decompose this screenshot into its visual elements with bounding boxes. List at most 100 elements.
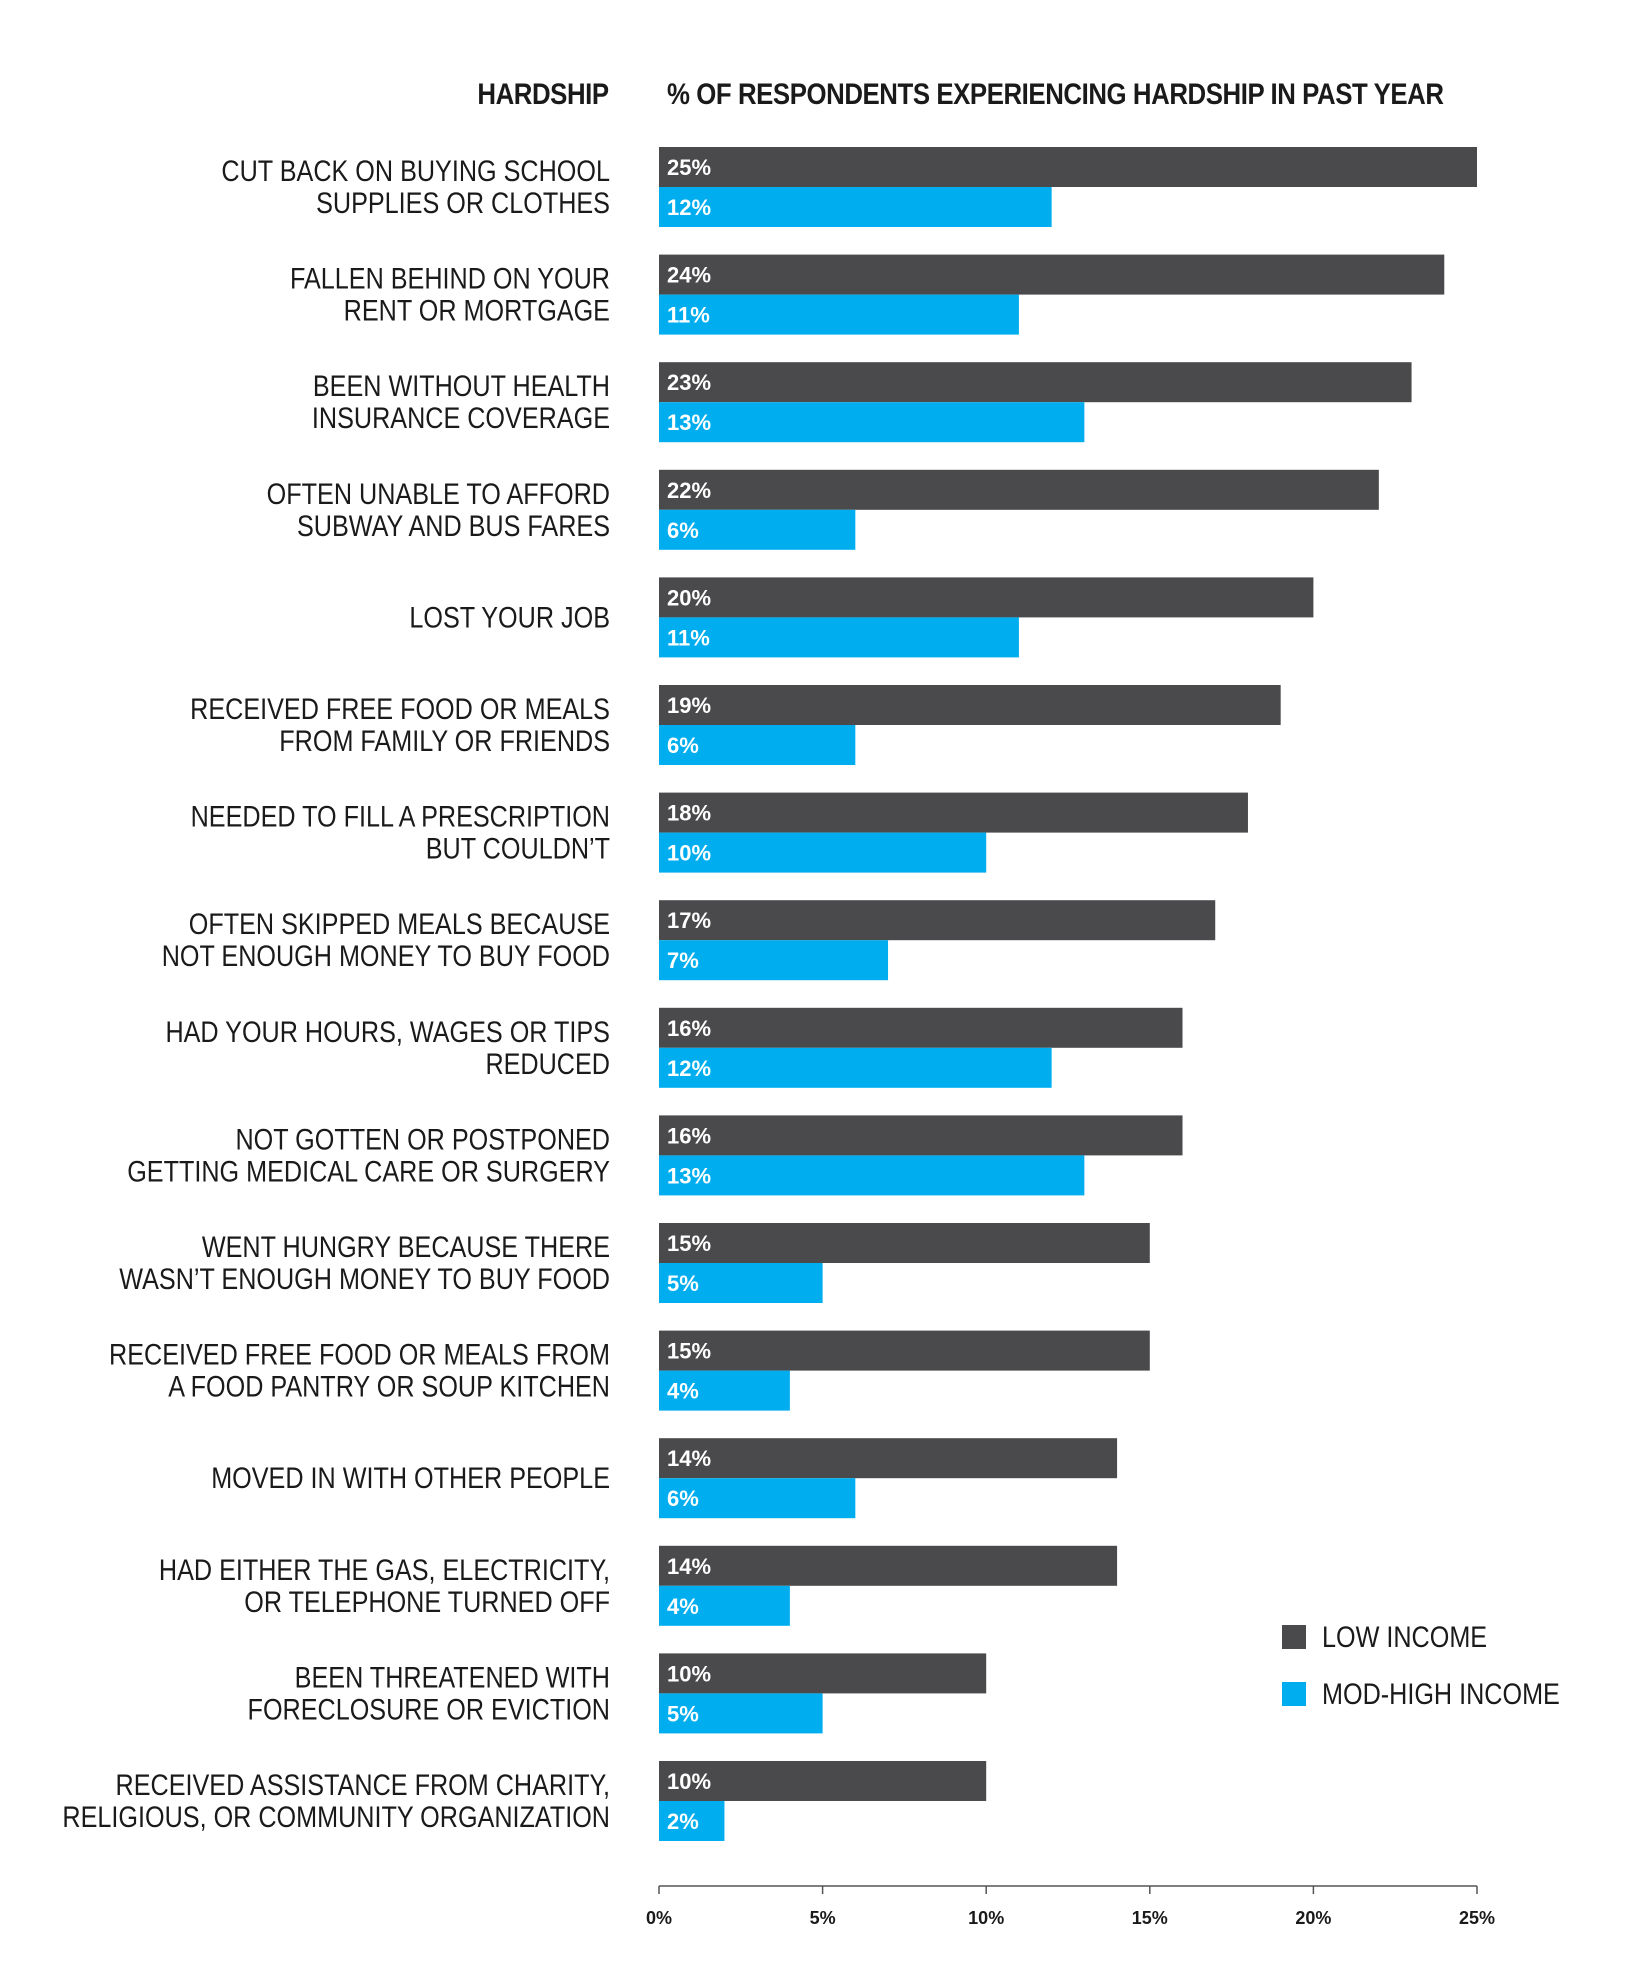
bar-low-income bbox=[659, 1007, 1183, 1048]
bar-mod-high-income bbox=[659, 1263, 823, 1303]
category-label: HAD YOUR HOURS, WAGES OR TIPS bbox=[165, 1015, 610, 1049]
bar-value-label: 10% bbox=[667, 1769, 711, 1794]
bar-low-income bbox=[659, 1438, 1118, 1479]
bar-low-income bbox=[659, 362, 1412, 403]
legend-label-mod-high-income: MOD-HIGH INCOME bbox=[1322, 1677, 1560, 1711]
bar-low-income bbox=[659, 1115, 1183, 1156]
bar-mod-high-income bbox=[659, 617, 1019, 658]
category-label: FROM FAMILY OR FRIENDS bbox=[279, 724, 610, 758]
bar-low-income bbox=[659, 1223, 1150, 1263]
bar-value-label: 2% bbox=[667, 1809, 699, 1834]
category-label: RENT OR MORTGAGE bbox=[344, 294, 610, 328]
category-label: BEEN THREATENED WITH bbox=[295, 1660, 610, 1694]
category-label: BEEN WITHOUT HEALTH bbox=[313, 369, 610, 403]
bar-value-label: 10% bbox=[667, 841, 711, 866]
category-label: CUT BACK ON BUYING SCHOOL bbox=[221, 154, 610, 188]
bar-value-label: 13% bbox=[667, 1163, 711, 1188]
bar-value-label: 23% bbox=[667, 370, 711, 395]
bar-mod-high-income bbox=[659, 725, 856, 765]
bar-mod-high-income bbox=[659, 940, 889, 981]
bar-mod-high-income bbox=[659, 294, 1019, 335]
category-label: NEEDED TO FILL A PRESCRIPTION bbox=[191, 800, 610, 834]
bar-value-label: 6% bbox=[667, 733, 699, 758]
bar-value-label: 5% bbox=[667, 1271, 699, 1296]
chart-title: % OF RESPONDENTS EXPERIENCING HARDSHIP I… bbox=[667, 78, 1444, 111]
bar-value-label: 16% bbox=[667, 1123, 711, 1148]
bar-low-income bbox=[659, 685, 1281, 725]
bar-value-label: 17% bbox=[667, 908, 711, 933]
hardship-column-header: HARDSHIP bbox=[477, 78, 610, 111]
bar-value-label: 11% bbox=[667, 625, 710, 650]
bar-low-income bbox=[659, 1545, 1118, 1586]
legend-swatch-low-income bbox=[1282, 1625, 1306, 1649]
bar-value-label: 13% bbox=[667, 410, 711, 435]
bar-mod-high-income bbox=[659, 1155, 1085, 1196]
category-label: NOT ENOUGH MONEY TO BUY FOOD bbox=[162, 939, 610, 973]
category-label: REDUCED bbox=[485, 1047, 610, 1081]
x-axis-tick-label: 20% bbox=[1295, 1908, 1331, 1928]
bar-value-label: 20% bbox=[667, 585, 711, 610]
category-label: WENT HUNGRY BECAUSE THERE bbox=[202, 1230, 610, 1264]
legend-label-low-income: LOW INCOME bbox=[1322, 1620, 1487, 1654]
x-axis-tick-label: 25% bbox=[1459, 1908, 1495, 1928]
category-label: RECEIVED ASSISTANCE FROM CHARITY, bbox=[116, 1768, 610, 1802]
bar-mod-high-income bbox=[659, 1585, 790, 1626]
bar-value-label: 4% bbox=[667, 1379, 699, 1404]
bar-mod-high-income bbox=[659, 1693, 823, 1734]
category-label: FALLEN BEHIND ON YOUR bbox=[290, 262, 610, 296]
x-axis-tick-label: 5% bbox=[810, 1908, 836, 1928]
bar-mod-high-income bbox=[659, 1047, 1052, 1088]
category-label: LOST YOUR JOB bbox=[409, 600, 610, 634]
bar-low-income bbox=[659, 1761, 987, 1801]
bar-mod-high-income bbox=[659, 187, 1052, 227]
bar-low-income bbox=[659, 577, 1314, 618]
bar-mod-high-income bbox=[659, 1370, 790, 1411]
bar-low-income bbox=[659, 900, 1216, 941]
bar-mod-high-income bbox=[659, 1478, 856, 1519]
bar-low-income bbox=[659, 147, 1477, 187]
bar-low-income bbox=[659, 1653, 987, 1694]
bar-value-label: 15% bbox=[667, 1231, 711, 1256]
category-label: RECEIVED FREE FOOD OR MEALS FROM bbox=[109, 1338, 610, 1372]
bar-mod-high-income bbox=[659, 1801, 725, 1841]
bar-value-label: 5% bbox=[667, 1701, 699, 1726]
category-label: GETTING MEDICAL CARE OR SURGERY bbox=[127, 1154, 610, 1188]
bar-mod-high-income bbox=[659, 402, 1085, 443]
bar-value-label: 15% bbox=[667, 1339, 711, 1364]
bar-value-label: 12% bbox=[667, 195, 711, 220]
category-label: FORECLOSURE OR EVICTION bbox=[248, 1692, 610, 1726]
bar-value-label: 18% bbox=[667, 801, 711, 826]
bar-value-label: 6% bbox=[667, 1486, 699, 1511]
bar-value-label: 12% bbox=[667, 1056, 711, 1081]
category-label: MOVED IN WITH OTHER PEOPLE bbox=[211, 1461, 610, 1495]
bar-value-label: 22% bbox=[667, 478, 711, 503]
bar-value-label: 11% bbox=[667, 303, 710, 328]
category-label: RELIGIOUS, OR COMMUNITY ORGANIZATION bbox=[62, 1800, 610, 1834]
x-axis-tick-label: 10% bbox=[968, 1908, 1004, 1928]
x-axis-tick-label: 15% bbox=[1132, 1908, 1168, 1928]
bar-low-income bbox=[659, 792, 1248, 833]
category-label: INSURANCE COVERAGE bbox=[312, 401, 610, 435]
category-label: RECEIVED FREE FOOD OR MEALS bbox=[190, 692, 610, 726]
bar-value-label: 16% bbox=[667, 1016, 711, 1041]
x-axis-tick-label: 0% bbox=[646, 1908, 672, 1928]
bar-value-label: 4% bbox=[667, 1594, 699, 1619]
bar-value-label: 14% bbox=[667, 1446, 711, 1471]
category-label: OFTEN UNABLE TO AFFORD bbox=[267, 477, 610, 511]
category-label: BUT COULDN’T bbox=[426, 832, 610, 866]
bar-value-label: 24% bbox=[667, 263, 711, 288]
bar-value-label: 14% bbox=[667, 1554, 711, 1579]
bar-mod-high-income bbox=[659, 832, 987, 873]
bar-mod-high-income bbox=[659, 509, 856, 550]
category-label: OR TELEPHONE TURNED OFF bbox=[244, 1585, 610, 1619]
category-label: NOT GOTTEN OR POSTPONED bbox=[235, 1122, 610, 1156]
bar-low-income bbox=[659, 1330, 1150, 1371]
bar-value-label: 7% bbox=[667, 948, 699, 973]
category-label: OFTEN SKIPPED MEALS BECAUSE bbox=[189, 907, 610, 941]
bar-value-label: 25% bbox=[667, 155, 711, 180]
category-label: SUPPLIES OR CLOTHES bbox=[316, 186, 610, 220]
category-label: A FOOD PANTRY OR SOUP KITCHEN bbox=[168, 1370, 610, 1404]
category-label: SUBWAY AND BUS FARES bbox=[297, 509, 610, 543]
